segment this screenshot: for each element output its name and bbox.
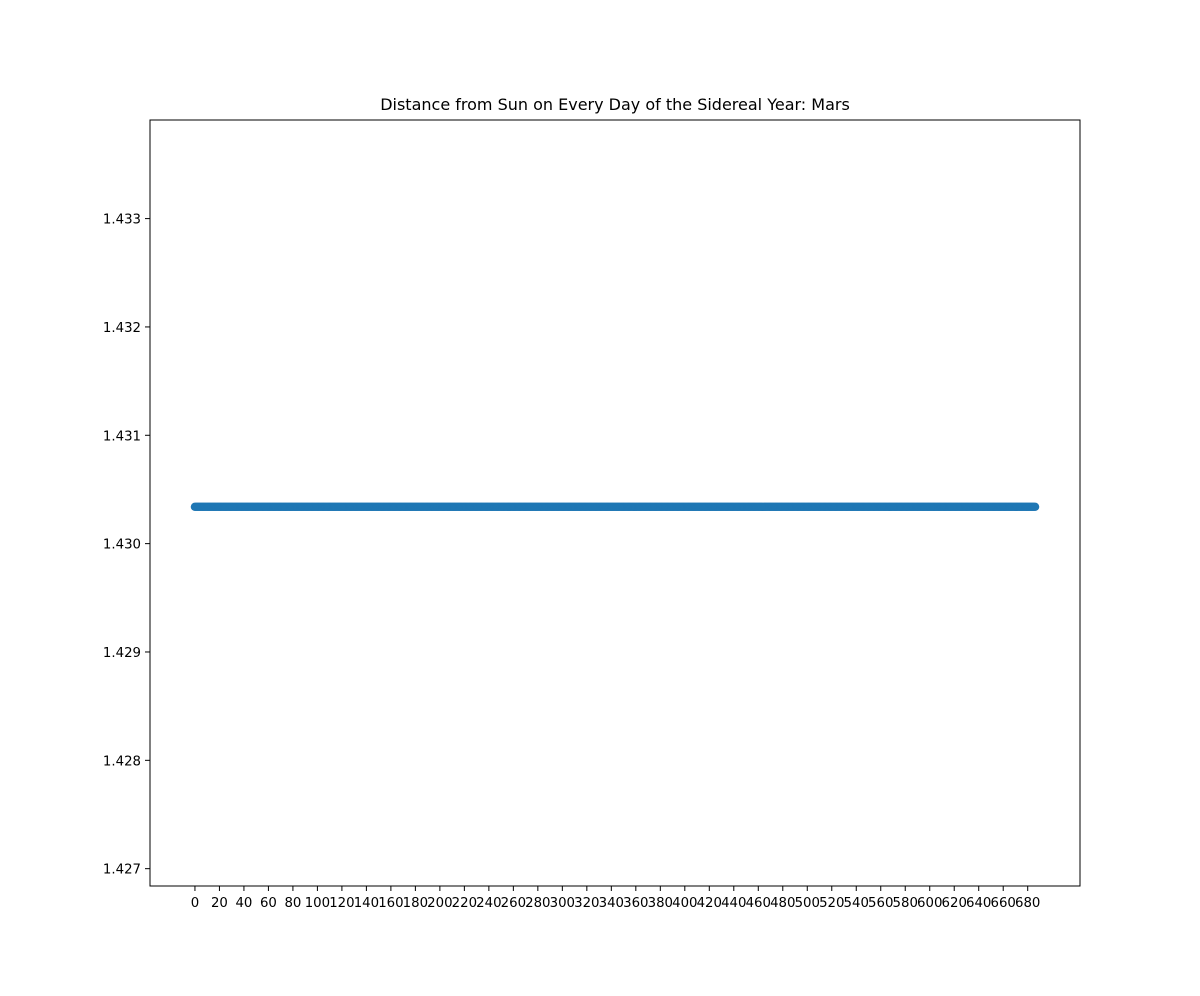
x-tick-label: 80 (284, 896, 301, 911)
y-tick-label: 1.427 (103, 863, 141, 878)
x-tick-label: 40 (235, 896, 252, 911)
x-tick-label: 360 (623, 896, 648, 911)
x-tick-label: 440 (721, 896, 746, 911)
x-tick-label: 20 (211, 896, 228, 911)
x-axis: 0 20 40 60 80 100 120 140 160 180 200 220 240 260 280 3… (191, 886, 1040, 911)
x-tick-label: 60 (260, 896, 277, 911)
x-tick-label: 300 (550, 896, 575, 911)
x-tick-label: 420 (697, 896, 722, 911)
x-tick-label: 100 (305, 896, 330, 911)
x-tick-label: 640 (966, 896, 991, 911)
y-tick-label: 1.430 (103, 538, 141, 553)
y-axis: 1.427 1.428 1.429 1.430 1.431 1.432 1.433 (103, 213, 150, 878)
x-tick-label: 600 (917, 896, 942, 911)
x-tick-label: 320 (574, 896, 599, 911)
x-tick-label: 380 (648, 896, 673, 911)
x-tick-label: 500 (795, 896, 820, 911)
x-tick-label: 340 (599, 896, 624, 911)
x-tick-label: 520 (819, 896, 844, 911)
x-tick-label: 220 (452, 896, 477, 911)
x-tick-label: 200 (427, 896, 452, 911)
x-tick-label: 120 (329, 896, 354, 911)
x-tick-label: 480 (770, 896, 795, 911)
y-tick-label: 1.432 (103, 321, 141, 336)
x-tick-label: 280 (525, 896, 550, 911)
chart-title: Distance from Sun on Every Day of the Si… (380, 95, 850, 114)
x-tick-label: 180 (403, 896, 428, 911)
x-tick-label: 660 (991, 896, 1016, 911)
y-tick-label: 1.433 (103, 213, 141, 228)
x-tick-label: 620 (942, 896, 967, 911)
data-point (1030, 502, 1040, 511)
y-tick-label: 1.431 (103, 429, 141, 444)
y-tick-label: 1.429 (103, 646, 141, 661)
x-tick-label: 160 (378, 896, 403, 911)
x-tick-label: 260 (501, 896, 526, 911)
x-tick-label: 580 (893, 896, 918, 911)
x-tick-label: 0 (191, 896, 199, 911)
x-tick-label: 140 (354, 896, 379, 911)
x-tick-label: 240 (476, 896, 501, 911)
x-tick-label: 680 (1015, 896, 1040, 911)
data-points (190, 502, 1040, 511)
plot-frame (149, 119, 1081, 887)
x-tick-label: 540 (844, 896, 869, 911)
y-tick-label: 1.428 (103, 754, 141, 769)
x-tick-label: 460 (746, 896, 771, 911)
x-tick-label: 560 (868, 896, 893, 911)
x-tick-label: 400 (672, 896, 697, 911)
